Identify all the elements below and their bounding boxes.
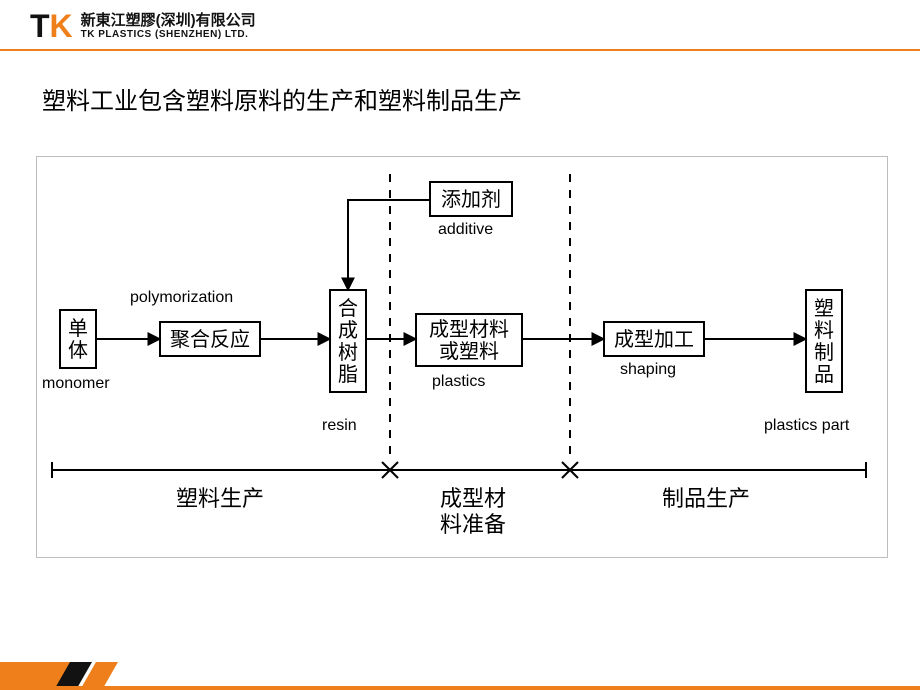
node-label-resin: 成 xyxy=(338,319,358,342)
company-name-en: TK PLASTICS (SHENZHEN) LTD. xyxy=(81,29,256,40)
node-sublabel-shaping: shaping xyxy=(620,361,676,378)
node-label-resin: 树 xyxy=(338,341,358,364)
node-sublabel-polym: polymorization xyxy=(130,289,233,306)
section-label-1: 成型材 xyxy=(440,486,506,511)
node-sublabel-additive: additive xyxy=(438,221,493,238)
footer-decoration xyxy=(0,644,920,690)
header: T K 新東江塑膠(深圳)有限公司 TK PLASTICS (SHENZHEN)… xyxy=(0,0,920,51)
logo-letter-t: T xyxy=(30,8,48,45)
page-title: 塑料工业包含塑料原料的生产和塑料制品生产 xyxy=(42,81,920,116)
node-label-part: 品 xyxy=(814,364,834,386)
node-label-part: 塑 xyxy=(814,297,834,320)
company-name: 新東江塑膠(深圳)有限公司 TK PLASTICS (SHENZHEN) LTD… xyxy=(81,13,256,41)
logo: T K xyxy=(30,8,71,45)
node-label-material: 成型材料 xyxy=(429,318,509,341)
node-label-shaping: 成型加工 xyxy=(614,328,694,351)
node-label-resin: 合 xyxy=(338,297,358,320)
company-name-cn: 新東江塑膠(深圳)有限公司 xyxy=(81,13,256,30)
node-sublabel-monomer: monomer xyxy=(42,375,110,392)
node-label-resin: 脂 xyxy=(338,363,358,386)
node-sublabel-material: plastics xyxy=(432,373,485,390)
node-label-material: 或塑料 xyxy=(439,340,499,363)
node-label-additive: 添加剂 xyxy=(441,188,501,211)
node-label-monomer: 单 xyxy=(68,317,88,340)
node-label-part: 料 xyxy=(814,319,834,342)
node-sublabel-resin: resin xyxy=(322,417,357,434)
node-label-part: 制 xyxy=(814,341,834,364)
section-label-1: 料准备 xyxy=(440,512,506,537)
section-label-0: 塑料生产 xyxy=(176,486,264,511)
logo-letter-k: K xyxy=(50,8,71,45)
node-label-polym: 聚合反应 xyxy=(170,328,250,351)
node-label-monomer: 体 xyxy=(68,339,88,362)
flowchart: 单体 monomer 聚合反应 polymorization 合成树脂 resin 添加剂 a… xyxy=(36,156,888,558)
node-sublabel-part: plastics part xyxy=(764,417,850,434)
section-label-2: 制品生产 xyxy=(662,486,750,511)
